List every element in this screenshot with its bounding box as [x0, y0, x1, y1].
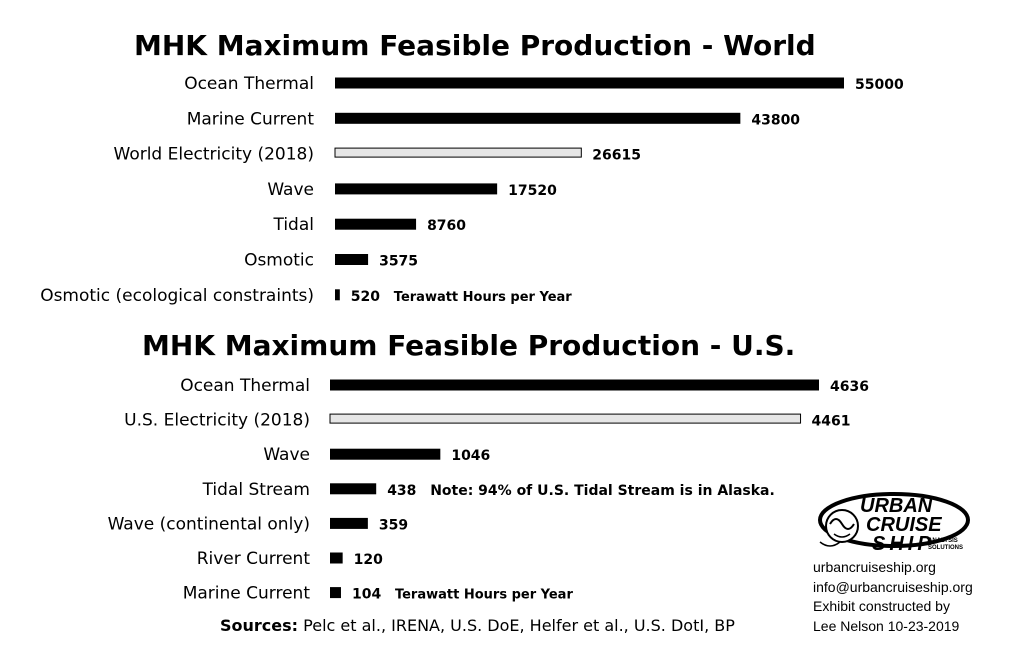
world-bar-ocean-thermal — [335, 77, 844, 89]
us-value-label-ocean-thermal: 4636 — [830, 379, 869, 395]
world-bar-world-electricity-2018 — [334, 147, 582, 158]
us-value-label-wave: 1046 — [451, 448, 490, 464]
us-note: Note: 94% of U.S. Tidal Stream is in Ala… — [430, 483, 775, 499]
world-category-label-tidal: Tidal — [272, 215, 314, 235]
us-bar-river-current — [330, 552, 343, 564]
world-bar-osmotic — [335, 254, 369, 265]
us-category-label-wave: Wave — [263, 445, 310, 465]
logo-line-2: CRUISE — [866, 514, 942, 536]
footer-credits: urbancruiseship.org info@urbancruiseship… — [813, 558, 973, 636]
us-bar-wave-continental-only — [330, 517, 368, 529]
logo-line-1: URBAN — [860, 495, 933, 517]
logo-tag-2: SOLUTIONS — [928, 545, 963, 551]
world-bar-tidal — [335, 218, 417, 230]
footer-author-date: Lee Nelson 10-23-2019 — [813, 617, 960, 634]
us-bar-u-s-electricity-2018 — [329, 413, 802, 424]
sources-text: Pelc et al., IRENA, U.S. DoE, Helfer et … — [303, 616, 735, 635]
world-bar-wave — [335, 183, 498, 195]
world-category-label-wave: Wave — [267, 180, 314, 200]
us-category-label-ocean-thermal: Ocean Thermal — [180, 376, 310, 396]
sources-line: Sources: Pelc et al., IRENA, U.S. DoE, H… — [220, 616, 735, 635]
us-category-label-river-current: River Current — [197, 549, 311, 569]
logo-line-3: SHIP — [872, 533, 935, 554]
world-value-label-world-electricity-2018: 26615 — [592, 148, 641, 164]
world-category-label-osmotic-ecological-constraints: Osmotic (ecological constraints) — [40, 286, 314, 306]
world-category-label-world-electricity-2018: World Electricity (2018) — [114, 145, 315, 165]
world-category-label-osmotic: Osmotic — [244, 251, 314, 271]
footer-website: urbancruiseship.org — [813, 559, 936, 575]
world-unit-label: Terawatt Hours per Year — [394, 290, 572, 305]
world-bar-marine-current — [335, 112, 741, 124]
world-value-label-wave: 17520 — [508, 183, 557, 199]
us-value-label-marine-current: 104 — [352, 587, 381, 603]
us-value-label-tidal-stream: 438 — [387, 483, 416, 499]
us-category-label-wave-continental-only: Wave (continental only) — [108, 514, 310, 534]
us-bar-marine-current — [330, 587, 341, 599]
world-category-label-ocean-thermal: Ocean Thermal — [184, 74, 314, 94]
us-chart-title: MHK Maximum Feasible Production - U.S. — [142, 329, 795, 362]
world-chart-title: MHK Maximum Feasible Production - World — [134, 29, 816, 62]
world-value-label-tidal: 8760 — [427, 218, 466, 234]
us-category-label-u-s-electricity-2018: U.S. Electricity (2018) — [124, 411, 310, 431]
urban-cruise-ship-logo: URBAN CRUISE SHIP ANALYSIS SOLUTIONS — [812, 490, 972, 555]
us-bar-ocean-thermal — [330, 379, 819, 391]
us-value-label-u-s-electricity-2018: 4461 — [812, 414, 851, 430]
us-unit-label: Terawatt Hours per Year — [395, 588, 573, 603]
world-value-label-osmotic: 3575 — [379, 254, 418, 270]
us-value-label-river-current: 120 — [354, 552, 383, 568]
us-category-label-tidal-stream: Tidal Stream — [202, 480, 310, 500]
world-value-label-marine-current: 43800 — [751, 112, 800, 128]
logo-tag-1: ANALYSIS — [928, 538, 958, 544]
sources-label: Sources: — [220, 616, 299, 635]
world-value-label-osmotic-ecological-constraints: 520 — [351, 289, 380, 305]
us-bar-tidal-stream — [330, 483, 377, 495]
world-chart-panel: MHK Maximum Feasible Production - World O… — [40, 29, 904, 306]
us-value-label-wave-continental-only: 359 — [379, 517, 408, 533]
world-bar-osmotic-ecological-constraints — [335, 289, 340, 301]
world-value-label-ocean-thermal: 55000 — [855, 77, 904, 93]
us-chart-panel: MHK Maximum Feasible Production - U.S. Oc… — [108, 329, 869, 604]
footer-email: info@urbancruiseship.org — [813, 578, 973, 595]
world-category-label-marine-current: Marine Current — [187, 109, 315, 129]
footer-credit-line: Exhibit constructed by — [813, 598, 950, 614]
us-category-label-marine-current: Marine Current — [183, 584, 311, 604]
us-bar-wave — [330, 448, 441, 460]
